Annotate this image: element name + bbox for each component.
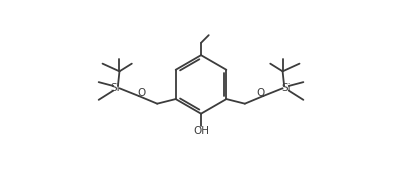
Text: OH: OH <box>193 126 209 136</box>
Text: O: O <box>256 88 264 98</box>
Text: Si: Si <box>282 83 291 93</box>
Text: Si: Si <box>111 83 120 93</box>
Text: O: O <box>138 88 146 98</box>
